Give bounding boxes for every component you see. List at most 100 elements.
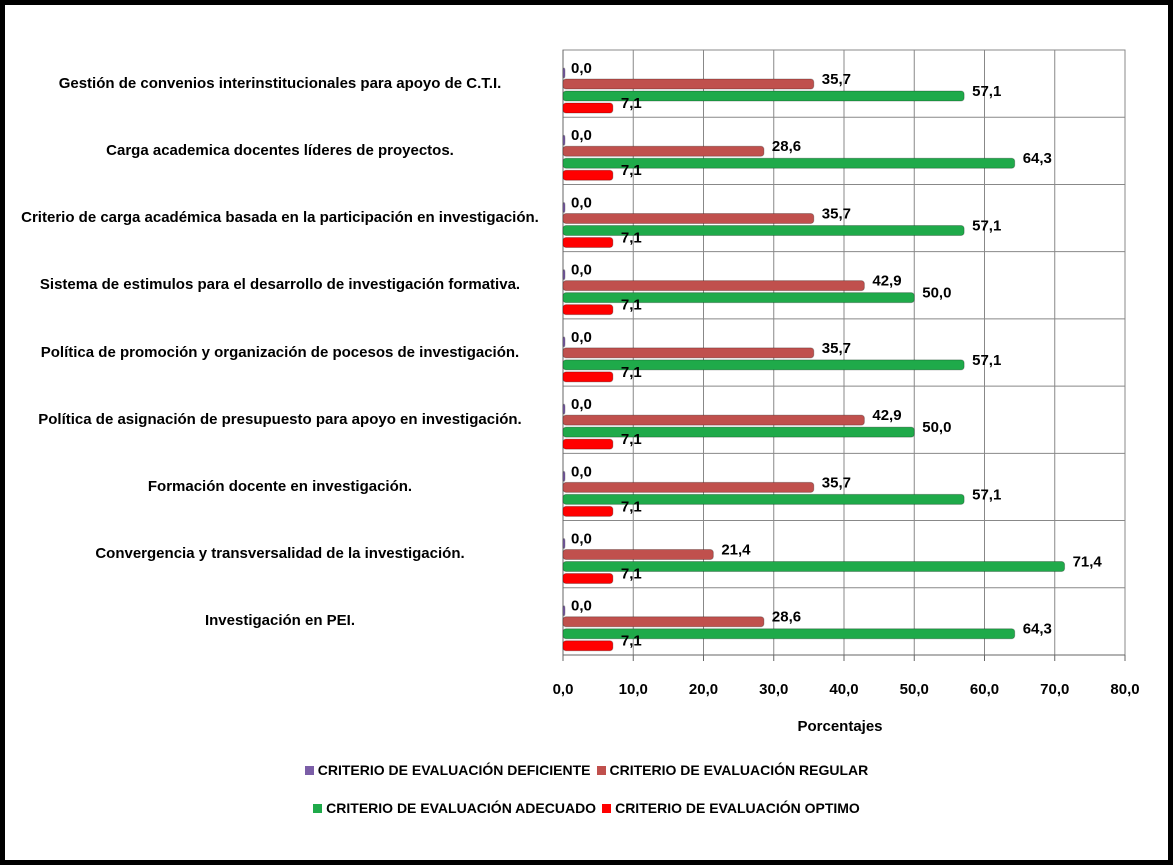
bar [562, 505, 614, 517]
bar [562, 573, 614, 585]
bar [562, 438, 614, 450]
x-tick-label: 20,0 [689, 681, 718, 698]
bar [562, 470, 566, 482]
data-label: 57,1 [972, 486, 1001, 503]
y-tick-label: Gestión de convenios interinstitucionale… [58, 74, 502, 92]
data-label: 57,1 [972, 217, 1001, 234]
bar [562, 371, 614, 383]
data-label: 42,9 [872, 407, 901, 424]
bar [562, 134, 566, 146]
bar [562, 561, 1066, 573]
y-tick-label: Convergencia y transversalidad de la inv… [95, 545, 465, 563]
legend-item: CRITERIO DE EVALUACIÓN REGULAR [596, 762, 869, 778]
bar [562, 157, 1016, 169]
x-tick-label: 80,0 [1110, 681, 1139, 698]
bar [562, 628, 1016, 640]
bar [562, 78, 815, 90]
bar [562, 304, 614, 316]
data-label: 0,0 [571, 262, 592, 279]
data-label: 7,1 [621, 95, 642, 112]
data-label: 0,0 [571, 598, 592, 615]
legend: CRITERIO DE EVALUACIÓN ADECUADO CRITERIO … [0, 800, 1173, 816]
bar [562, 426, 915, 438]
bar [562, 403, 566, 415]
data-label: 0,0 [571, 531, 592, 548]
data-label: 7,1 [621, 431, 642, 448]
data-label: 7,1 [621, 364, 642, 381]
bar [562, 359, 965, 371]
legend-swatch [304, 766, 314, 775]
data-label: 42,9 [872, 273, 901, 290]
bar [562, 616, 765, 628]
legend-swatch [602, 804, 612, 813]
x-tick-label: 0,0 [553, 681, 574, 698]
legend-item: CRITERIO DE EVALUACIÓN OPTIMO [602, 800, 860, 816]
bar [562, 67, 566, 79]
data-label: 71,4 [1073, 554, 1103, 571]
data-label: 7,1 [621, 229, 642, 246]
bar [562, 201, 566, 213]
x-tick-label: 50,0 [900, 681, 929, 698]
bar [562, 481, 815, 493]
data-label: 0,0 [571, 463, 592, 480]
bar [562, 90, 965, 102]
data-label: 7,1 [621, 162, 642, 179]
data-label: 35,7 [822, 205, 851, 222]
data-label: 0,0 [571, 194, 592, 211]
legend: CRITERIO DE EVALUACIÓN DEFICIENTE CRITERI… [0, 762, 1173, 778]
bar [562, 605, 566, 617]
data-label: 0,0 [571, 329, 592, 346]
x-tick-label: 40,0 [829, 681, 858, 698]
bar [562, 493, 965, 505]
data-label: 7,1 [621, 498, 642, 515]
legend-label: CRITERIO DE EVALUACIÓN ADECUADO [326, 800, 597, 816]
data-label: 57,1 [972, 83, 1001, 100]
x-tick-label: 10,0 [619, 681, 648, 698]
legend-label: CRITERIO DE EVALUACIÓN DEFICIENTE [317, 762, 591, 778]
legend-label: CRITERIO DE EVALUACIÓN REGULAR [609, 762, 869, 778]
data-label: 50,0 [922, 419, 951, 436]
bar [562, 169, 614, 181]
x-tick-label: 70,0 [1040, 681, 1069, 698]
bar [562, 347, 815, 359]
bar [562, 538, 566, 550]
bar [562, 414, 865, 426]
data-label: 7,1 [621, 633, 642, 650]
data-label: 64,3 [1023, 621, 1052, 638]
legend-item: CRITERIO DE EVALUACIÓN DEFICIENTE [304, 762, 591, 778]
data-label: 57,1 [972, 352, 1001, 369]
y-tick-label: Formación docente en investigación. [147, 477, 413, 495]
bar [562, 224, 965, 236]
data-label: 35,7 [822, 474, 851, 491]
data-label: 35,7 [822, 340, 851, 357]
data-label: 35,7 [822, 71, 851, 88]
data-label: 0,0 [571, 127, 592, 144]
x-axis-title: Porcentajes [797, 718, 882, 735]
bar [562, 236, 614, 248]
bar [562, 145, 765, 157]
y-tick-label: Política de promoción y organización de … [40, 343, 520, 361]
data-label: 21,4 [721, 542, 751, 559]
x-tick-label: 60,0 [970, 681, 999, 698]
y-tick-label: Sistema de estimulos para el desarrollo … [39, 276, 521, 294]
legend-swatch [596, 766, 606, 775]
data-label: 0,0 [571, 396, 592, 413]
y-tick-label: Criterio de carga académica basada en la… [21, 209, 539, 227]
legend-label: CRITERIO DE EVALUACIÓN OPTIMO [615, 800, 860, 816]
bar [562, 292, 915, 304]
data-label: 7,1 [621, 297, 642, 314]
data-label: 64,3 [1023, 150, 1052, 167]
bar [562, 640, 614, 652]
bar [562, 102, 614, 114]
bar [562, 336, 566, 348]
y-tick-label: Política de asignación de presupuesto pa… [38, 410, 522, 428]
bar [562, 280, 865, 292]
legend-swatch [313, 804, 323, 813]
data-label: 0,0 [571, 60, 592, 77]
y-tick-label: Carga academica docentes líderes de proy… [106, 141, 454, 159]
data-label: 7,1 [621, 566, 642, 583]
data-label: 28,6 [772, 138, 801, 155]
data-label: 28,6 [772, 609, 801, 626]
